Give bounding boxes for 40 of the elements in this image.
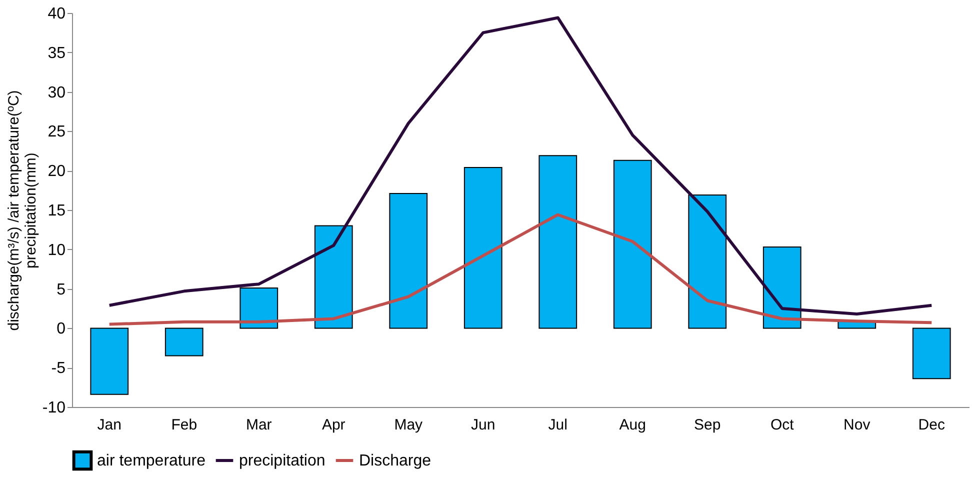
bar bbox=[389, 192, 428, 329]
x-tick-label: Apr bbox=[322, 416, 346, 434]
y-tick-label: 10 bbox=[48, 242, 66, 259]
bar bbox=[688, 194, 727, 329]
y-tick-label: 30 bbox=[48, 84, 66, 102]
bar bbox=[912, 328, 951, 380]
bar bbox=[613, 160, 652, 329]
x-tick-label: May bbox=[394, 416, 424, 434]
x-tick-label: Nov bbox=[844, 416, 871, 434]
bar bbox=[90, 328, 129, 395]
y-tick-label: 25 bbox=[48, 124, 66, 141]
line-series bbox=[108, 213, 934, 326]
x-tick-label: Jan bbox=[97, 416, 122, 434]
bar bbox=[240, 288, 278, 329]
x-tick-label: Jul bbox=[548, 416, 568, 434]
x-tick-label: Oct bbox=[770, 416, 795, 434]
x-tick-label: Aug bbox=[619, 416, 646, 434]
x-tick-label: Dec bbox=[918, 416, 946, 434]
y-tick-label: 5 bbox=[56, 281, 66, 298]
y-tick-label: 40 bbox=[48, 6, 66, 22]
y-tick-label: -10 bbox=[42, 400, 66, 416]
bar bbox=[164, 328, 204, 356]
y-tick-label: 15 bbox=[48, 202, 66, 220]
x-tick-label: Mar bbox=[246, 416, 272, 434]
legend-label: air temperature bbox=[97, 452, 206, 470]
y-tick-label: 20 bbox=[48, 163, 66, 180]
line-series bbox=[108, 16, 934, 316]
y-tick-label: 35 bbox=[48, 44, 66, 62]
bar bbox=[314, 225, 353, 329]
y-axis-title: discharge(m³/s) /air temperature(ºC) precipitation(mm) bbox=[5, 90, 40, 331]
y-tick-label: -5 bbox=[51, 360, 66, 378]
legend-label: Discharge bbox=[359, 452, 432, 470]
y-tick-label: 0 bbox=[56, 320, 66, 338]
bar bbox=[762, 246, 802, 329]
bar bbox=[538, 155, 578, 329]
legend-label: precipitation bbox=[239, 452, 326, 470]
x-tick-label: Feb bbox=[171, 416, 198, 434]
bar bbox=[464, 166, 502, 329]
x-tick-label: Sep bbox=[694, 416, 721, 434]
x-tick-label: Jun bbox=[471, 416, 496, 434]
